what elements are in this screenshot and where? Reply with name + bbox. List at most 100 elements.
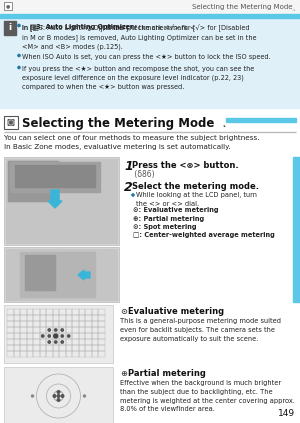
Bar xyxy=(226,118,296,122)
Bar xyxy=(46,345,52,351)
Circle shape xyxy=(55,335,57,337)
Circle shape xyxy=(132,194,134,196)
Bar xyxy=(33,321,40,327)
Text: Effective when the background is much brighter
than the subject due to backlight: Effective when the background is much br… xyxy=(120,380,295,412)
Circle shape xyxy=(8,122,10,123)
Bar xyxy=(40,351,46,357)
Text: □: Center-weighted average metering: □: Center-weighted average metering xyxy=(133,233,275,239)
Circle shape xyxy=(61,395,64,397)
Bar xyxy=(14,309,20,315)
Text: ], if the checkmark <√> for [: ], if the checkmark <√> for [ xyxy=(100,24,196,32)
Bar xyxy=(72,327,79,333)
Bar xyxy=(33,309,40,315)
Bar xyxy=(59,351,65,357)
Bar xyxy=(14,345,20,351)
Bar xyxy=(98,315,104,321)
Bar xyxy=(7,321,14,327)
Bar xyxy=(92,345,98,351)
Bar xyxy=(33,339,40,345)
Circle shape xyxy=(53,395,56,397)
Text: When ISO Auto is set, you can press the <★> button to lock the ISO speed.: When ISO Auto is set, you can press the … xyxy=(22,54,271,60)
Circle shape xyxy=(18,25,20,27)
Circle shape xyxy=(8,120,14,125)
Bar xyxy=(20,339,26,345)
Bar xyxy=(7,327,14,333)
Bar xyxy=(46,321,52,327)
Bar xyxy=(46,315,52,321)
Bar xyxy=(65,315,72,321)
Circle shape xyxy=(48,341,50,343)
Text: This is a general-purpose metering mode suited
even for backlit subjects. The ca: This is a general-purpose metering mode … xyxy=(120,318,281,341)
Bar xyxy=(20,309,26,315)
Bar xyxy=(65,321,72,327)
Bar xyxy=(8,161,58,201)
Bar xyxy=(7,345,14,351)
Bar xyxy=(79,345,85,351)
Circle shape xyxy=(18,66,20,69)
Bar xyxy=(20,252,95,297)
Bar xyxy=(26,321,33,327)
Text: ⊙: Spot metering: ⊙: Spot metering xyxy=(133,224,196,230)
Bar xyxy=(72,345,79,351)
Bar xyxy=(85,339,92,345)
Bar xyxy=(79,327,85,333)
Text: ⊕: Partial metering: ⊕: Partial metering xyxy=(133,215,204,222)
Bar xyxy=(59,315,65,321)
Bar xyxy=(98,333,104,339)
Bar xyxy=(40,333,46,339)
Bar xyxy=(79,333,85,339)
Text: In [▤3: Auto Lighting Optimizer], if the checkmark <√> for [Disabled
in M or B m: In [▤3: Auto Lighting Optimizer], if the… xyxy=(22,24,256,50)
Circle shape xyxy=(55,329,57,331)
Bar xyxy=(33,345,40,351)
Bar xyxy=(79,309,85,315)
Bar xyxy=(26,309,33,315)
Bar xyxy=(98,327,104,333)
Bar xyxy=(14,339,20,345)
Bar xyxy=(79,339,85,345)
Bar xyxy=(98,351,104,357)
Bar xyxy=(40,327,46,333)
Bar xyxy=(59,333,65,339)
Bar xyxy=(79,315,85,321)
Bar xyxy=(92,309,98,315)
Bar xyxy=(40,339,46,345)
Bar xyxy=(46,327,52,333)
Bar xyxy=(4,367,113,423)
Bar xyxy=(52,345,59,351)
Bar xyxy=(79,321,85,327)
Bar xyxy=(92,339,98,345)
Bar xyxy=(98,345,104,351)
Text: ⊙: ⊙ xyxy=(120,307,127,316)
Text: ▤3: Auto Lighting Optimizer: ▤3: Auto Lighting Optimizer xyxy=(31,24,134,30)
Circle shape xyxy=(48,329,50,331)
FancyArrow shape xyxy=(78,270,90,280)
Circle shape xyxy=(18,55,20,57)
Bar xyxy=(52,333,59,339)
Circle shape xyxy=(12,120,14,121)
Text: Selecting the Metering Mode: Selecting the Metering Mode xyxy=(22,117,214,130)
Bar xyxy=(92,315,98,321)
Bar xyxy=(20,321,26,327)
Bar xyxy=(59,345,65,351)
Bar xyxy=(46,339,52,345)
Bar xyxy=(40,309,46,315)
Circle shape xyxy=(12,124,14,125)
Circle shape xyxy=(12,122,14,123)
Bar xyxy=(33,351,40,357)
Circle shape xyxy=(83,395,85,397)
Bar xyxy=(26,333,33,339)
Text: If you press the <★> button and recompose the shot, you can see the
exposure lev: If you press the <★> button and recompos… xyxy=(22,66,254,90)
FancyArrow shape xyxy=(48,190,62,208)
Bar xyxy=(33,333,40,339)
Bar xyxy=(72,351,79,357)
Bar xyxy=(6,159,117,243)
Bar xyxy=(7,351,14,357)
Bar xyxy=(7,315,14,321)
Bar xyxy=(14,333,20,339)
Circle shape xyxy=(8,124,10,125)
Bar xyxy=(20,315,26,321)
Bar xyxy=(7,309,14,315)
Bar xyxy=(52,351,59,357)
Bar xyxy=(40,321,46,327)
Text: ●: ● xyxy=(6,3,10,8)
